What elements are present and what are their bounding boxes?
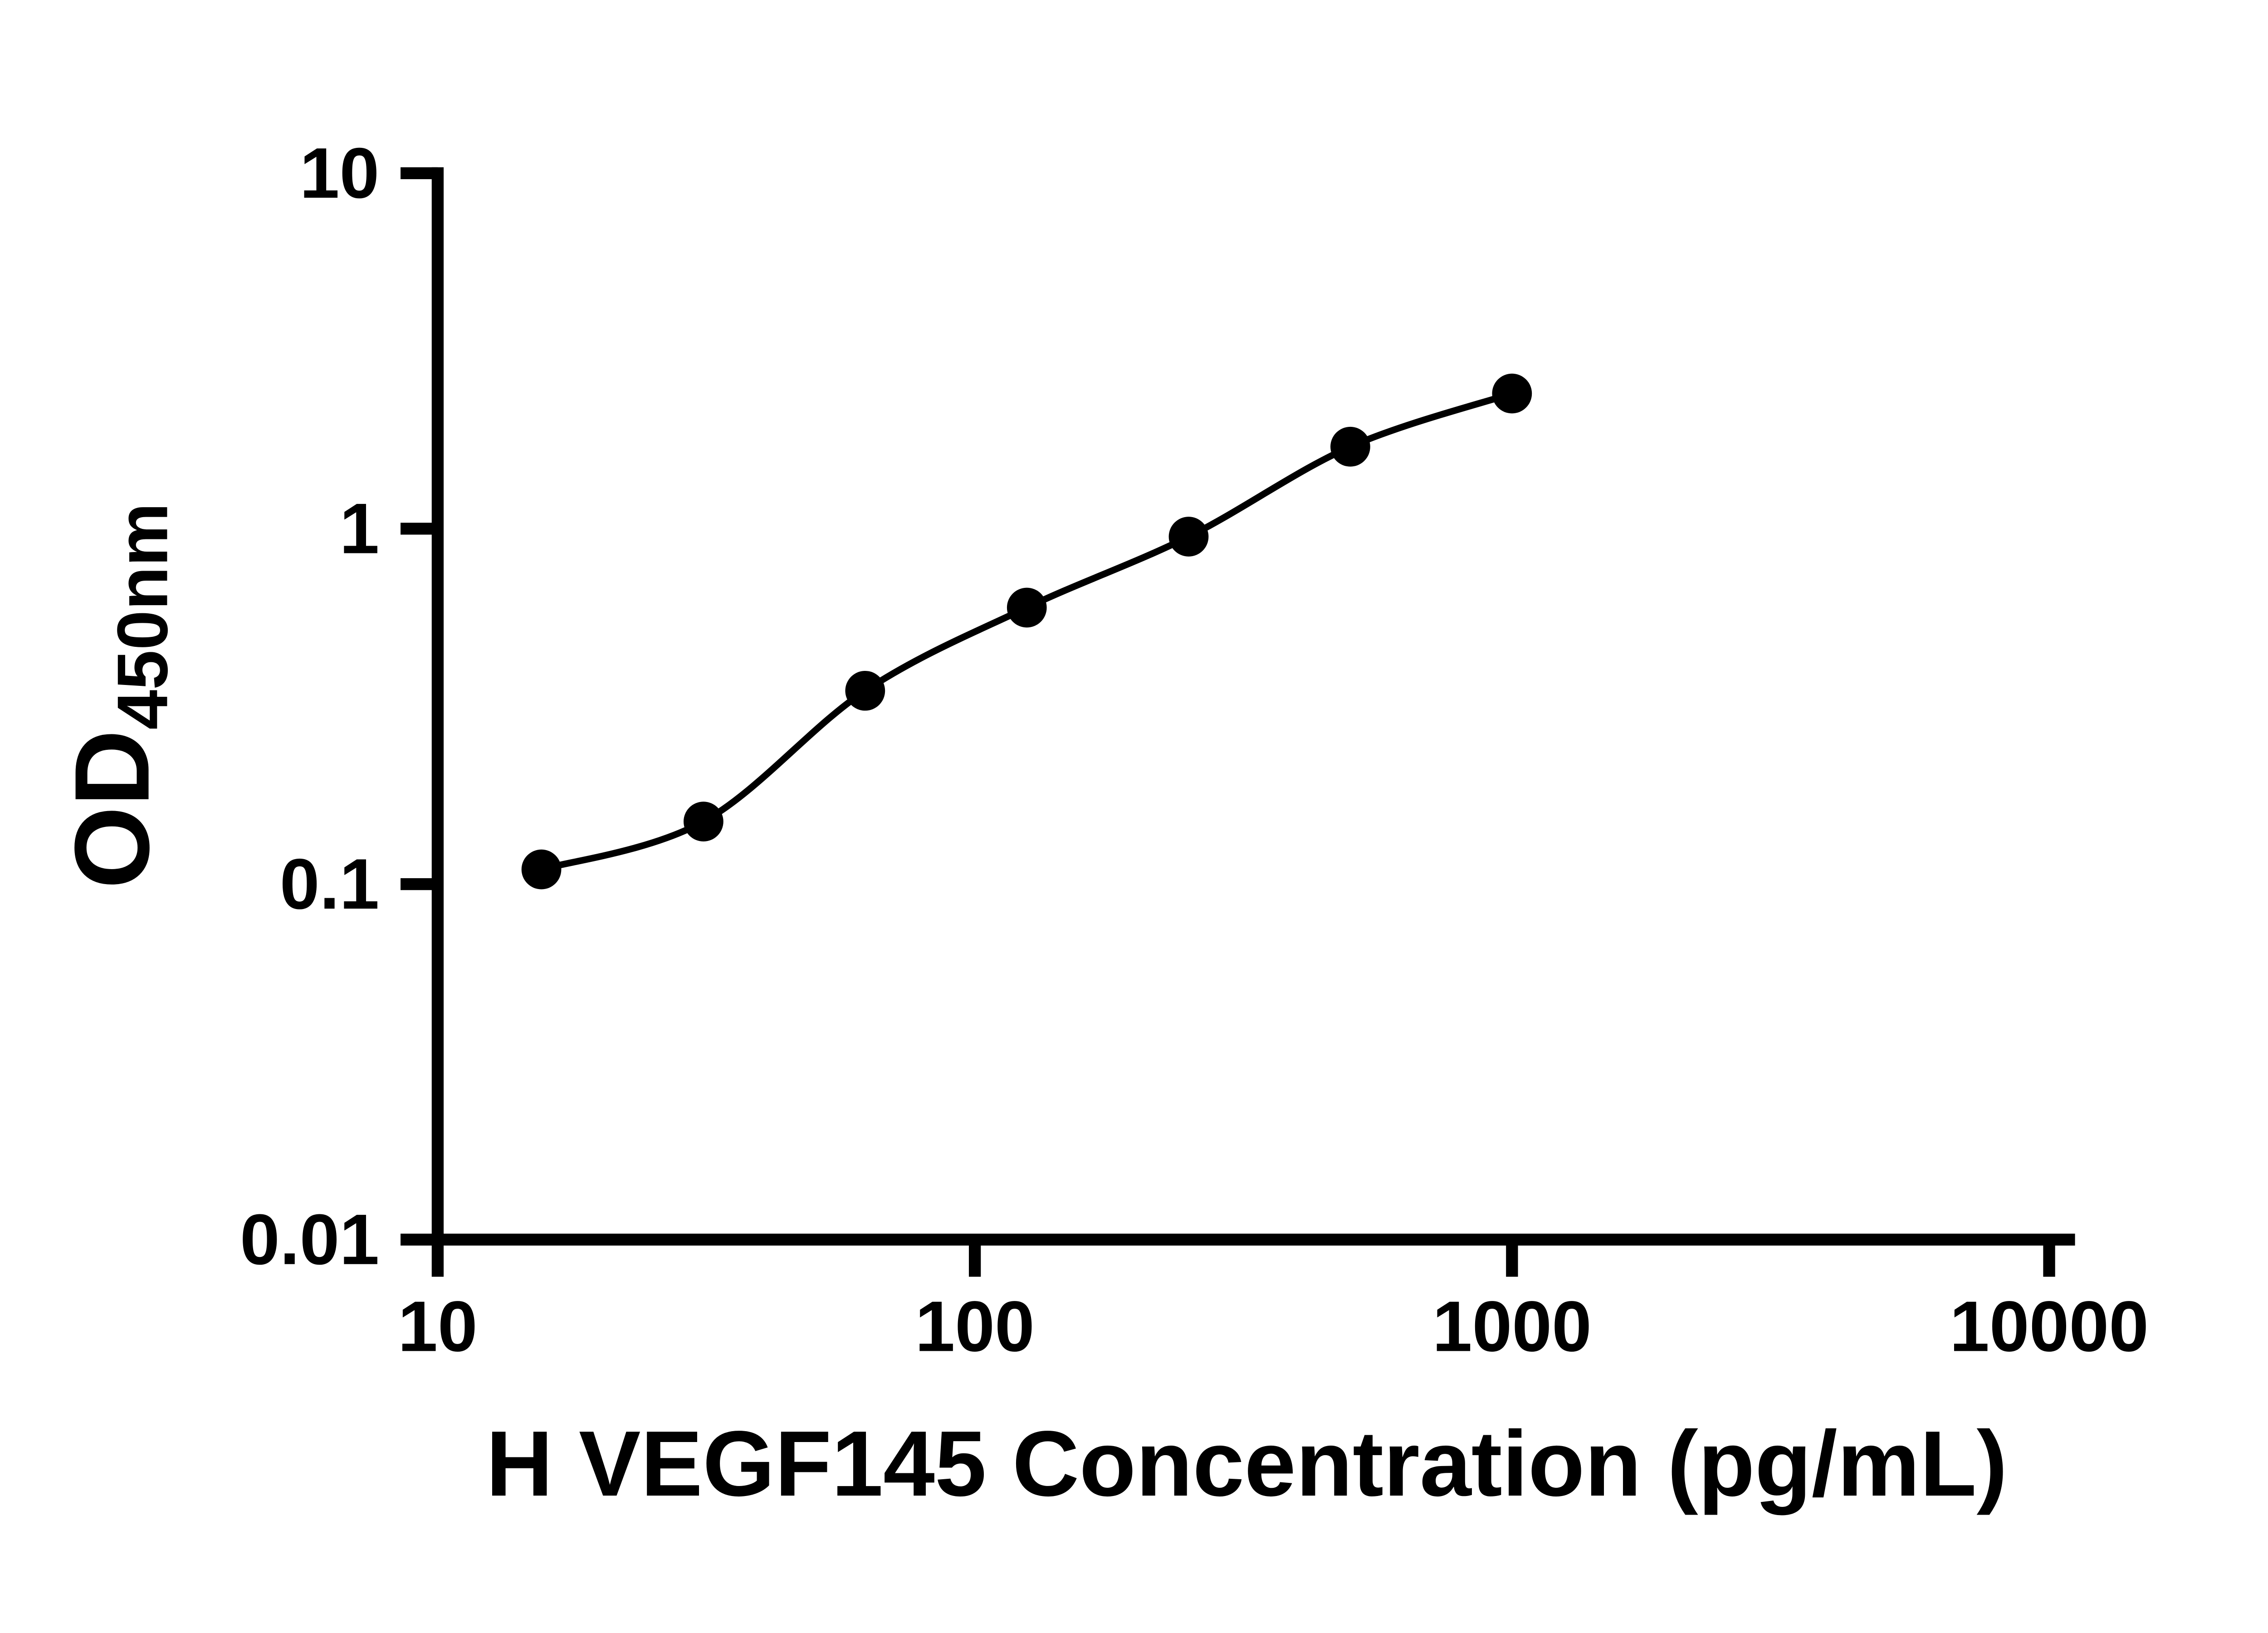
y-axis-label-subscript: 450nm <box>103 503 182 729</box>
y-axis-label-main: OD <box>52 730 171 889</box>
y-tick-label: 1 <box>339 489 379 568</box>
data-point <box>1168 517 1209 557</box>
x-tick-label: 10 <box>398 1286 478 1366</box>
x-tick-label: 100 <box>915 1286 1034 1366</box>
y-tick-label: 0.01 <box>240 1200 379 1280</box>
y-tick-label: 0.1 <box>280 844 379 924</box>
standard-curve-line <box>540 390 1513 873</box>
data-point <box>1330 426 1370 467</box>
data-point <box>684 802 723 841</box>
data-point <box>1007 587 1047 628</box>
data-point <box>521 849 562 890</box>
x-axis-label: H VEGF145 Concentration (pg/mL) <box>486 1412 2007 1516</box>
data-point <box>845 670 885 711</box>
y-axis-label: OD450nm <box>52 503 182 889</box>
x-tick-label: 10000 <box>1950 1286 2149 1366</box>
x-tick-label: 1000 <box>1432 1286 1592 1366</box>
data-point <box>1492 373 1532 414</box>
y-tick-label: 10 <box>300 133 380 213</box>
plot-area: 10 100 1000 10000 0.01 0.1 1 10 <box>240 133 2149 1366</box>
